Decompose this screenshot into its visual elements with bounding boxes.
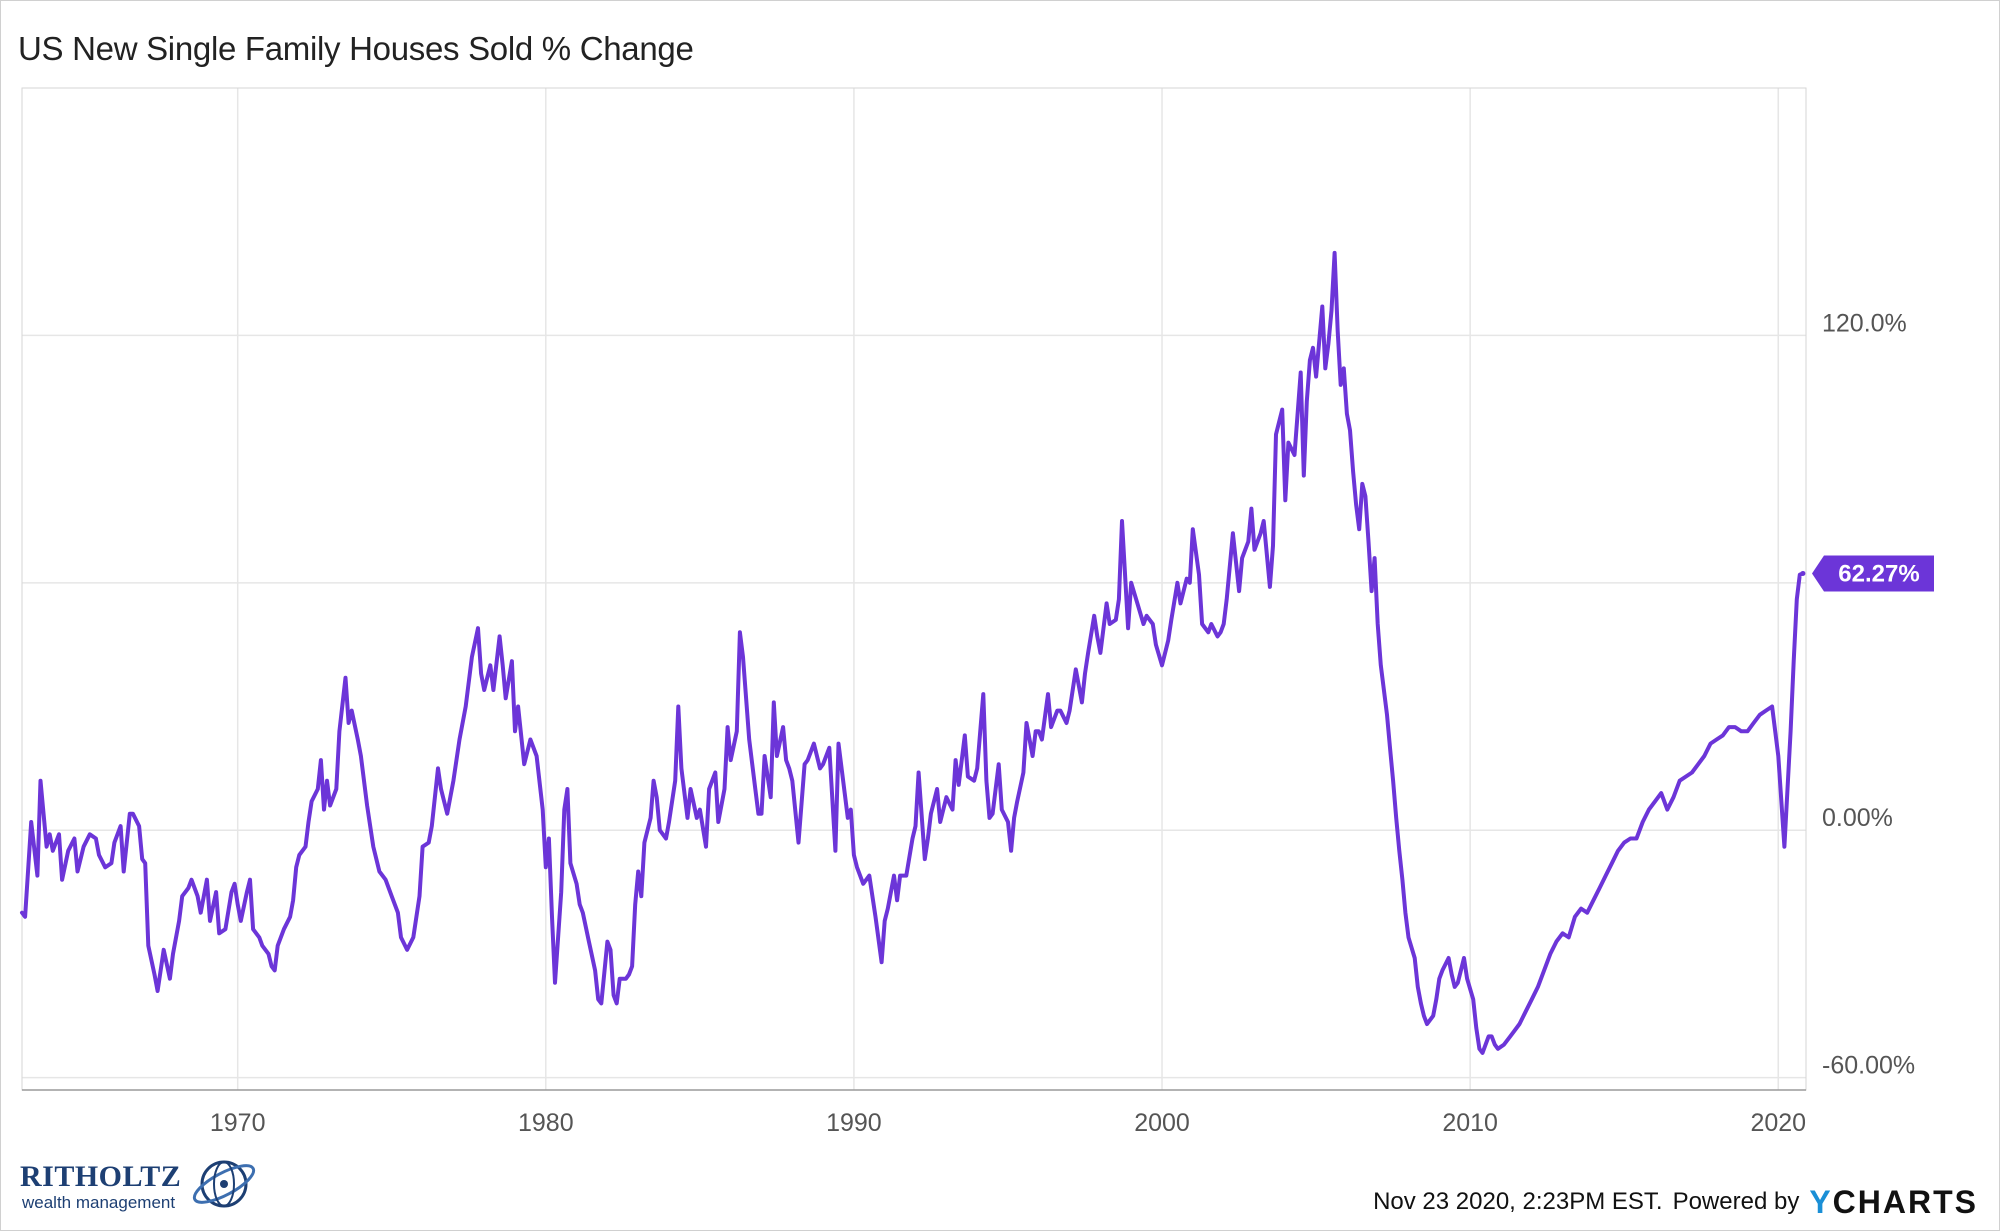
y-tick-label: -60.00% (1822, 1052, 1915, 1080)
y-tick-label: 0.00% (1822, 804, 1893, 832)
series-last-point (1800, 570, 1806, 576)
series-line (20, 250, 1805, 1055)
timestamp: Nov 23 2020, 2:23PM EST. (1373, 1188, 1663, 1215)
y-axis-ticks: -60.00% 0.00% 120.0% (1822, 309, 1915, 1079)
ycharts-logo: YCHARTS (1809, 1183, 1978, 1220)
last-value-label: 62.27% (1838, 560, 1919, 587)
series-layer (20, 250, 1806, 1055)
x-tick-label: 1990 (826, 1109, 882, 1137)
last-value-badge-shape (1812, 555, 1934, 592)
x-axis-ticks: 1970 1980 1990 2000 2010 2020 (210, 1109, 1806, 1137)
powered-by-text: Powered by (1672, 1188, 1800, 1215)
x-tick-label: 2020 (1750, 1109, 1806, 1137)
logo-subtitle: wealth management (22, 1193, 176, 1212)
x-tick-label: 1980 (518, 1109, 574, 1137)
x-tick-label: 1970 (210, 1109, 266, 1137)
grid-lines (22, 88, 1806, 1090)
plot-border (21, 87, 1807, 1091)
y-tick-label: 120.0% (1822, 309, 1907, 337)
x-tick-label: 2010 (1442, 1109, 1498, 1137)
plot-border-rect (21, 87, 1807, 1091)
last-value-badge: 62.27% (1812, 555, 1934, 592)
chart-title: US New Single Family Houses Sold % Chang… (18, 30, 694, 67)
x-tick-label: 2000 (1134, 1109, 1190, 1137)
globe-icon (192, 1160, 256, 1208)
logo-name: RITHOLTZ (20, 1160, 182, 1193)
footer-attribution: Nov 23 2020, 2:23PM EST. Powered by YCHA… (1373, 1183, 1978, 1220)
ritholtz-logo: RITHOLTZ wealth management (20, 1158, 260, 1214)
